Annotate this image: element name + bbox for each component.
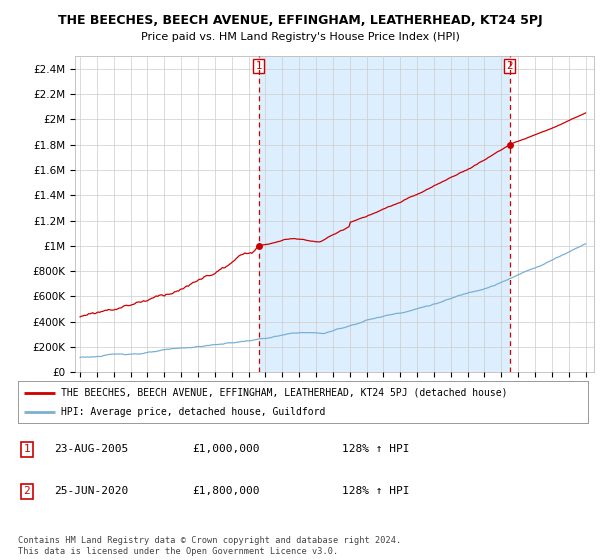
Text: 128% ↑ HPI: 128% ↑ HPI xyxy=(342,445,409,454)
Text: £1,000,000: £1,000,000 xyxy=(192,445,260,454)
Text: 2: 2 xyxy=(506,60,513,71)
Text: THE BEECHES, BEECH AVENUE, EFFINGHAM, LEATHERHEAD, KT24 5PJ (detached house): THE BEECHES, BEECH AVENUE, EFFINGHAM, LE… xyxy=(61,388,507,398)
Text: HPI: Average price, detached house, Guildford: HPI: Average price, detached house, Guil… xyxy=(61,407,325,417)
Text: 1: 1 xyxy=(256,60,262,71)
Text: £1,800,000: £1,800,000 xyxy=(192,487,260,496)
Bar xyxy=(259,56,509,372)
Text: THE BEECHES, BEECH AVENUE, EFFINGHAM, LEATHERHEAD, KT24 5PJ: THE BEECHES, BEECH AVENUE, EFFINGHAM, LE… xyxy=(58,14,542,27)
Text: 128% ↑ HPI: 128% ↑ HPI xyxy=(342,487,409,496)
Text: 2: 2 xyxy=(23,487,31,496)
Text: 1: 1 xyxy=(23,445,31,454)
Text: 23-AUG-2005: 23-AUG-2005 xyxy=(54,445,128,454)
Text: 25-JUN-2020: 25-JUN-2020 xyxy=(54,487,128,496)
Text: Price paid vs. HM Land Registry's House Price Index (HPI): Price paid vs. HM Land Registry's House … xyxy=(140,32,460,43)
Text: Contains HM Land Registry data © Crown copyright and database right 2024.
This d: Contains HM Land Registry data © Crown c… xyxy=(18,536,401,556)
